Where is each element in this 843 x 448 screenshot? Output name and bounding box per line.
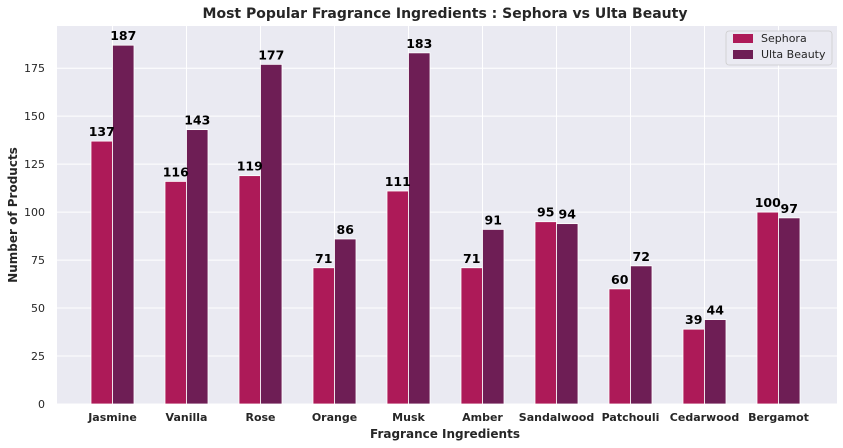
x-tick-label-bergamot: Bergamot — [748, 411, 809, 424]
data-label-ulta-beauty-rose: 177 — [258, 47, 284, 62]
bar-sephora-vanilla — [164, 181, 187, 405]
y-tick-label: 125 — [24, 158, 45, 171]
y-tick-label: 75 — [31, 254, 45, 267]
data-label-ulta-beauty-orange: 86 — [337, 222, 355, 237]
data-label-ulta-beauty-vanilla: 143 — [184, 113, 210, 128]
data-label-sephora-patchouli: 60 — [611, 272, 629, 287]
legend: Sephora Ulta Beauty — [725, 30, 833, 66]
y-tick-label: 175 — [24, 62, 45, 75]
bar-ulta-beauty-cedarwood — [704, 319, 727, 405]
bar-sephora-amber — [460, 267, 483, 405]
data-label-ulta-beauty-cedarwood: 44 — [707, 303, 725, 318]
bar-labels: 137 187 116 143 119 177 71 86 111 183 71 91 95 94 60 72… — [89, 28, 798, 327]
data-label-sephora-jasmine: 137 — [89, 124, 115, 139]
y-axis-ticks: 0 25 50 75 100 125 150 175 — [24, 62, 45, 411]
legend-label-ulta-beauty: Ulta Beauty — [761, 48, 826, 61]
y-tick-label: 100 — [24, 206, 45, 219]
bar-ulta-beauty-amber — [482, 228, 505, 405]
y-tick-label: 0 — [38, 398, 45, 411]
data-label-sephora-vanilla: 116 — [163, 164, 189, 179]
data-label-ulta-beauty-sandalwood: 94 — [559, 207, 577, 222]
data-label-ulta-beauty-amber: 91 — [485, 212, 502, 227]
bar-ulta-beauty-orange — [334, 238, 357, 405]
x-axis-ticks: Jasmine Vanilla Rose Orange Musk Amber Sandalw… — [87, 411, 809, 424]
bar-sephora-orange — [312, 267, 335, 405]
x-tick-label-vanilla: Vanilla — [166, 411, 208, 424]
data-label-sephora-musk: 111 — [385, 174, 411, 189]
x-tick-label-jasmine: Jasmine — [87, 411, 137, 424]
legend-label-sephora: Sephora — [761, 32, 807, 45]
bar-ulta-beauty-sandalwood — [556, 223, 579, 405]
data-label-sephora-bergamot: 100 — [755, 195, 781, 210]
bar-sephora-sandalwood — [534, 221, 557, 405]
x-tick-label-musk: Musk — [392, 411, 425, 424]
bar-sephora-cedarwood — [682, 328, 705, 405]
y-tick-label: 50 — [31, 302, 45, 315]
bar-ulta-beauty-patchouli — [630, 265, 653, 405]
bar-ulta-beauty-musk — [408, 52, 431, 405]
data-label-ulta-beauty-musk: 183 — [406, 36, 432, 51]
data-label-sephora-cedarwood: 39 — [685, 312, 702, 327]
y-tick-label: 150 — [24, 110, 45, 123]
legend-swatch-sephora — [733, 34, 753, 43]
x-tick-label-rose: Rose — [245, 411, 275, 424]
y-tick-label: 25 — [31, 350, 45, 363]
bar-sephora-musk — [386, 190, 409, 405]
bar-sephora-patchouli — [608, 288, 631, 405]
bar-ulta-beauty-rose — [260, 63, 283, 405]
bar-sephora-rose — [238, 175, 261, 405]
data-label-sephora-sandalwood: 95 — [537, 205, 554, 220]
data-label-sephora-orange: 71 — [315, 251, 332, 266]
x-tick-label-sandalwood: Sandalwood — [519, 411, 594, 424]
bars — [90, 44, 801, 405]
bar-sephora-jasmine — [90, 140, 113, 405]
x-tick-label-amber: Amber — [462, 411, 503, 424]
y-axis-label: Number of Products — [6, 147, 20, 283]
bar-sephora-bergamot — [756, 211, 779, 405]
x-tick-label-patchouli: Patchouli — [602, 411, 660, 424]
x-axis-label: Fragrance Ingredients — [370, 427, 520, 441]
x-tick-label-cedarwood: Cedarwood — [670, 411, 739, 424]
data-label-sephora-amber: 71 — [463, 251, 480, 266]
x-tick-label-orange: Orange — [312, 411, 357, 424]
data-label-ulta-beauty-jasmine: 187 — [110, 28, 136, 43]
data-label-sephora-rose: 119 — [237, 159, 263, 174]
data-label-ulta-beauty-bergamot: 97 — [781, 201, 798, 216]
bar-ulta-beauty-vanilla — [186, 129, 209, 405]
legend-swatch-ulta-beauty — [733, 50, 753, 59]
data-label-ulta-beauty-patchouli: 72 — [633, 249, 650, 264]
bar-ulta-beauty-jasmine — [112, 44, 135, 405]
bar-ulta-beauty-bergamot — [778, 217, 801, 405]
chart-title: Most Popular Fragrance Ingredients : Sep… — [203, 6, 688, 22]
